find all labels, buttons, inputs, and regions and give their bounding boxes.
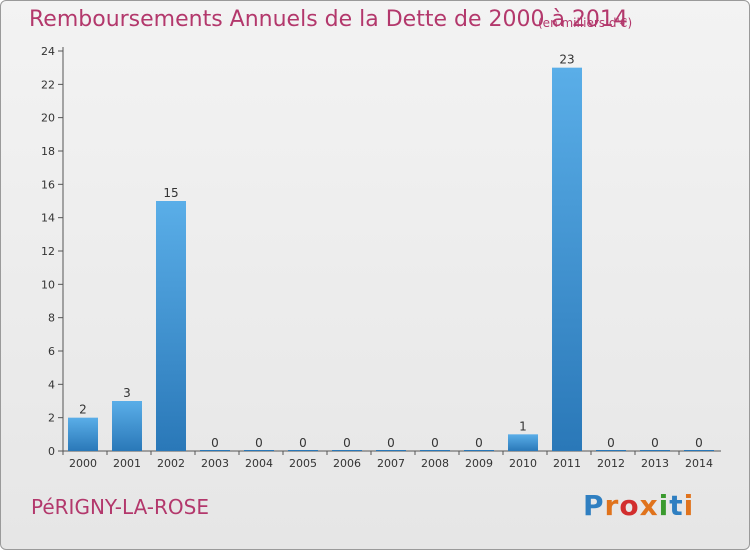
chart-title: Remboursements Annuels de la Dette de 20… [29,7,628,32]
bar-2002 [156,201,186,451]
commune-name: PéRIGNY-LA-ROSE [31,495,209,519]
x-tick-label-2013: 2013 [641,457,669,470]
y-tick-label: 4 [48,378,55,391]
logo-letter: o [619,489,640,522]
y-tick-label: 22 [41,78,55,91]
value-label-2009: 0 [475,436,483,450]
y-tick-label: 14 [41,212,55,225]
bar-2001 [112,401,142,451]
y-tick-label: 24 [41,45,55,58]
chart-subtitle: (en milliers d'€) [538,16,633,30]
value-label-2010: 1 [519,419,527,433]
proxiti-logo: Proxiti [583,489,694,522]
x-tick-label-2005: 2005 [289,457,317,470]
logo-letter: t [669,489,684,522]
logo-letter: i [658,489,670,522]
x-tick-label-2003: 2003 [201,457,229,470]
x-tick-label-2011: 2011 [553,457,581,470]
value-label-2000: 2 [79,403,87,417]
logo-letter: x [639,489,659,522]
x-tick-label-2007: 2007 [377,457,405,470]
y-tick-label: 18 [41,145,55,158]
y-tick-label: 6 [48,345,55,358]
y-tick-label: 0 [48,445,55,458]
value-label-2007: 0 [387,436,395,450]
y-tick-label: 8 [48,312,55,325]
x-tick-label-2014: 2014 [685,457,713,470]
value-label-2012: 0 [607,436,615,450]
x-tick-label-2008: 2008 [421,457,449,470]
bar-2010 [508,434,538,451]
bars-group [68,67,714,452]
value-label-2014: 0 [695,436,703,450]
x-tick-label-2001: 2001 [113,457,141,470]
value-label-2008: 0 [431,436,439,450]
y-tick-label: 2 [48,412,55,425]
x-tick-label-2010: 2010 [509,457,537,470]
value-label-2011: 23 [559,53,574,67]
x-tick-label-2006: 2006 [333,457,361,470]
value-label-2002: 15 [163,186,178,200]
y-tick-label: 12 [41,245,55,258]
value-label-2013: 0 [651,436,659,450]
value-label-2003: 0 [211,436,219,450]
logo-letter: i [683,489,695,522]
y-tick-label: 10 [41,278,55,291]
x-tick-label-2012: 2012 [597,457,625,470]
x-tick-label-2004: 2004 [245,457,273,470]
value-label-2004: 0 [255,436,263,450]
bar-2011 [552,67,582,452]
labels-group: 2000 2 2001 3 2002 15 2003 0 2004 0 2005 0 2006 0 2007… [69,53,713,470]
value-label-2001: 3 [123,386,131,400]
y-tick-label: 16 [41,178,55,191]
value-label-2005: 0 [299,436,307,450]
x-tick-label-2000: 2000 [69,457,97,470]
bar-2000 [68,417,98,451]
logo-letter: P [583,489,605,522]
x-tick-label-2002: 2002 [157,457,185,470]
value-label-2006: 0 [343,436,351,450]
logo-letter: r [604,489,620,522]
x-tick-label-2009: 2009 [465,457,493,470]
y-tick-label: 20 [41,112,55,125]
